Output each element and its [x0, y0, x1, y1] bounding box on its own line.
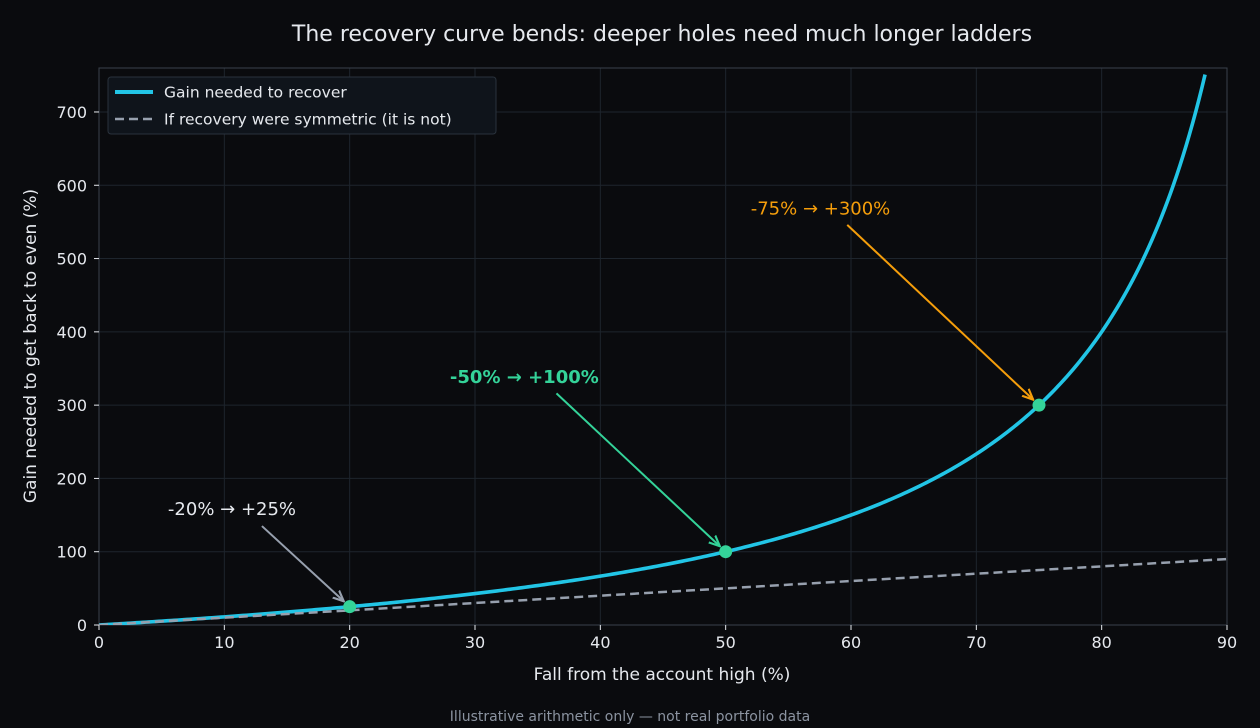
annotation-label: -50% → +100% [450, 367, 599, 388]
x-tick-label: 10 [214, 633, 234, 652]
x-tick-label: 90 [1217, 633, 1237, 652]
y-tick-label: 0 [77, 616, 87, 635]
legend: Gain needed to recover If recovery were s… [107, 76, 497, 135]
y-tick-label: 600 [56, 176, 87, 195]
axes: 0 10 20 30 40 50 60 70 80 90 0 100 200 300 400 500 600 70… [56, 67, 1237, 652]
x-tick-label: 60 [841, 633, 861, 652]
y-tick-label: 300 [56, 396, 87, 415]
series [99, 74, 1227, 625]
data-point-marker [1032, 398, 1046, 412]
data-point-marker [343, 600, 357, 614]
legend-label: If recovery were symmetric (it is not) [164, 111, 452, 129]
x-tick-label: 40 [590, 633, 610, 652]
y-axis-label: Gain needed to get back to even (%) [21, 189, 41, 503]
x-tick-label: 0 [94, 633, 104, 652]
footnote: Illustrative arithmetic only — not real … [450, 709, 810, 725]
legend-label: Gain needed to recover [164, 84, 347, 102]
x-axis-label: Fall from the account high (%) [534, 665, 791, 685]
y-tick-label: 500 [56, 250, 87, 269]
legend-box [107, 76, 497, 135]
x-tick-label: 80 [1091, 633, 1111, 652]
x-tick-label: 50 [715, 633, 735, 652]
annotations: -20% → +25% -50% → +100% -75% → +300% [168, 199, 1033, 602]
x-tick-label: 30 [465, 633, 485, 652]
chart-title: The recovery curve bends: deeper holes n… [291, 22, 1032, 47]
y-tick-label: 100 [56, 543, 87, 562]
x-tick-label: 20 [339, 633, 359, 652]
series-line-recovery [99, 74, 1207, 625]
y-tick-label: 700 [56, 103, 87, 122]
annotation-arrow [846, 224, 1033, 400]
y-tick-label: 200 [56, 469, 87, 488]
plot-frame [98, 67, 1228, 626]
annotation-label: -75% → +300% [751, 199, 891, 220]
x-tick-label: 70 [966, 633, 986, 652]
y-tick-label: 400 [56, 323, 87, 342]
annotation-arrow [261, 525, 344, 601]
annotation-label: -20% → +25% [168, 499, 296, 520]
annotation-arrow [555, 392, 719, 546]
series-line-symmetric [99, 557, 1227, 625]
data-point-marker [719, 545, 733, 559]
